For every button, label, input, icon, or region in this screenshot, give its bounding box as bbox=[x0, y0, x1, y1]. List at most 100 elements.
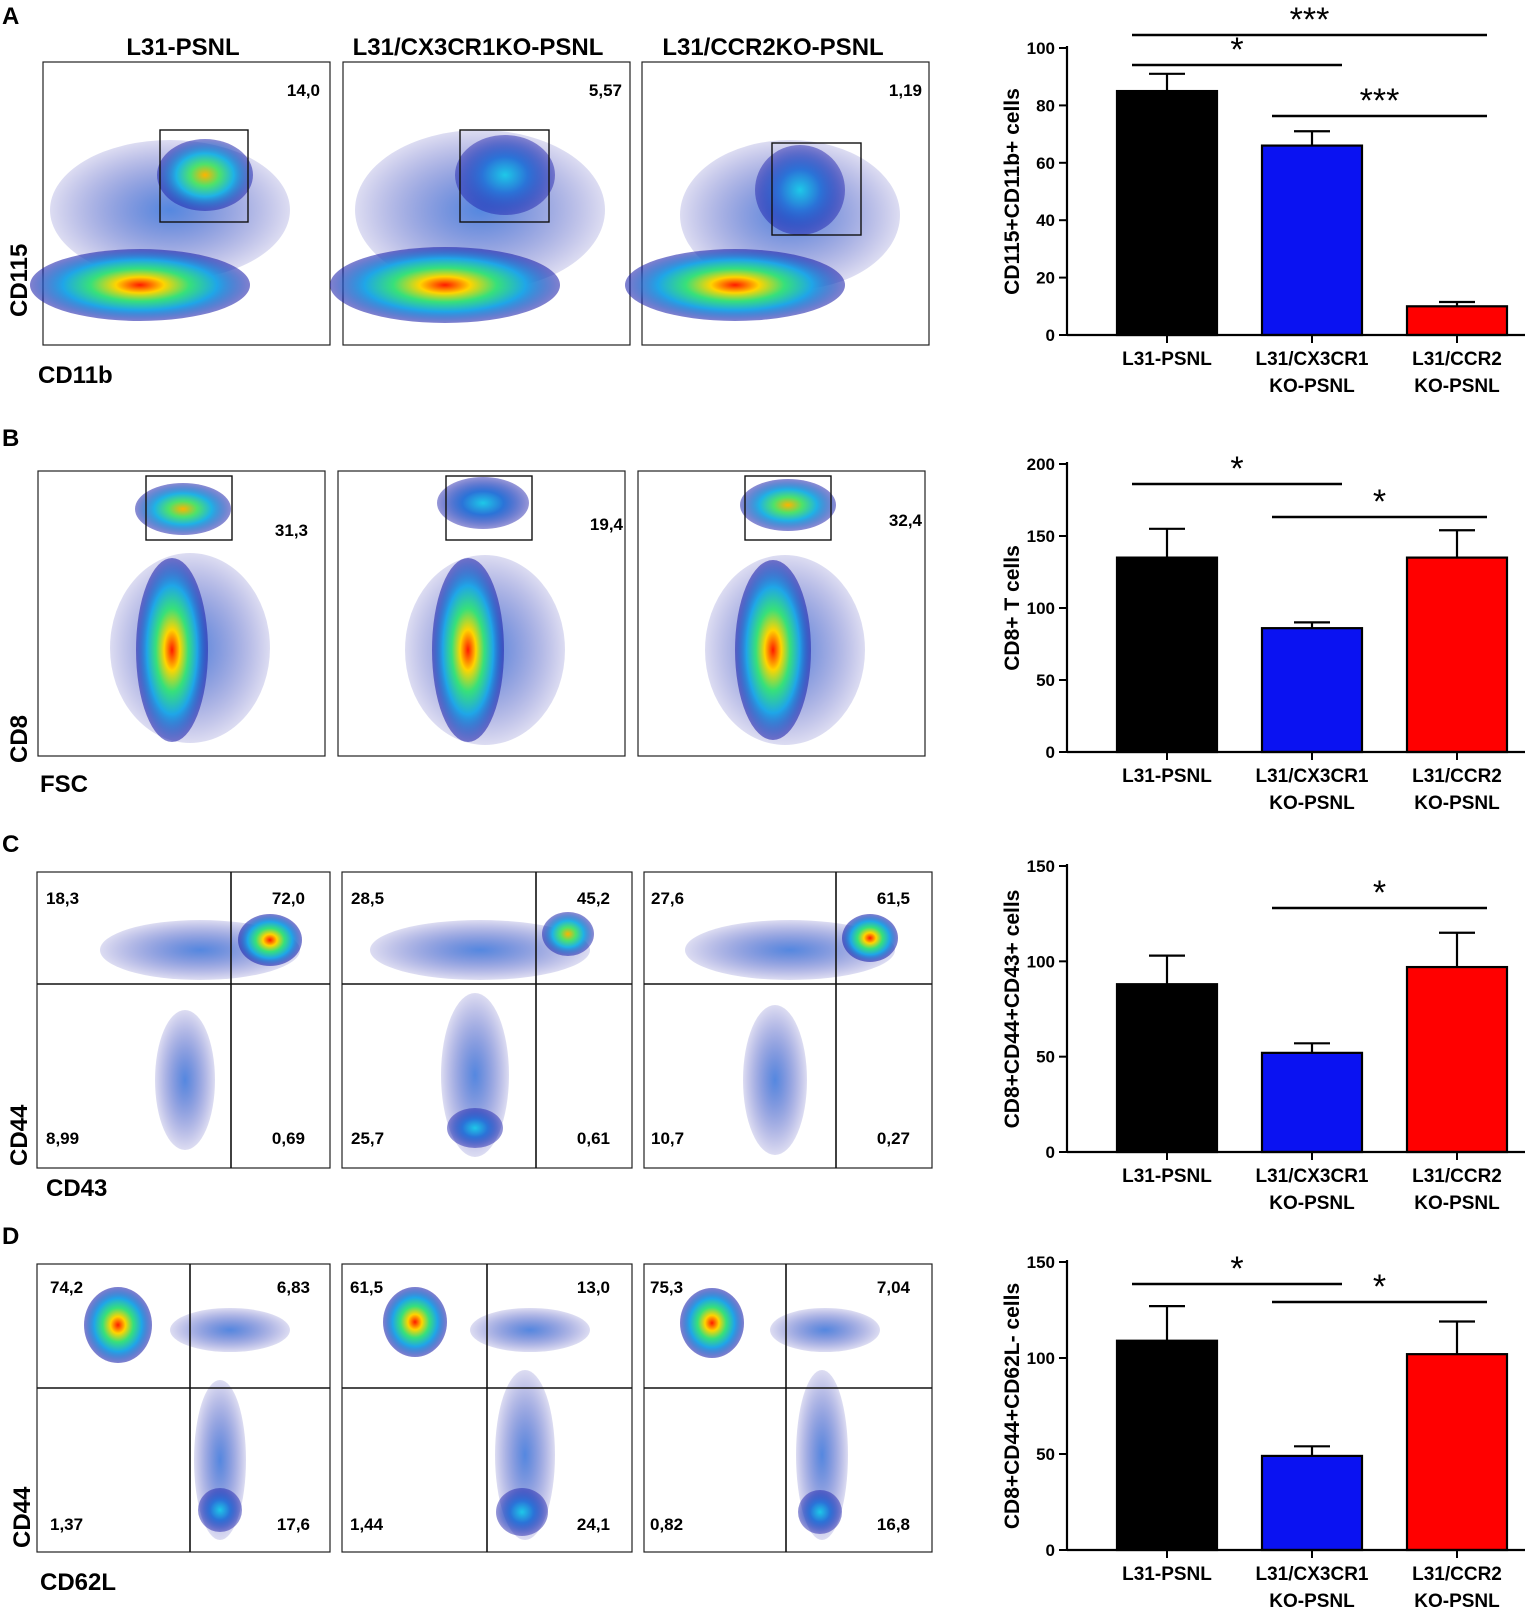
y-tick-label: 0 bbox=[1046, 1541, 1055, 1560]
quadrant-ll: 25,7 bbox=[351, 1129, 384, 1148]
quadrant-ll: 1,44 bbox=[350, 1515, 384, 1534]
significance-stars: * bbox=[1230, 1250, 1243, 1288]
gate-value: 14,0 bbox=[287, 81, 320, 100]
category-label: L31-PSNL bbox=[1122, 349, 1212, 370]
y-tick-label: 150 bbox=[1027, 1253, 1055, 1272]
y-tick-label: 0 bbox=[1046, 743, 1055, 762]
bar bbox=[1260, 144, 1364, 337]
y-axis-label: CD8+CD44+CD62L- cells bbox=[1001, 1283, 1024, 1529]
flow-plot-d3: 75,3 7,04 0,82 16,8 bbox=[643, 1263, 933, 1553]
flow-plot-d1: 74,2 6,83 1,37 17,6 bbox=[36, 1263, 331, 1553]
x-marker-a: CD11b bbox=[38, 362, 113, 389]
category-label: L31-PSNL bbox=[1122, 766, 1212, 787]
bar-chart-a: 0 20 40 60 80 100 L31-PSNL L31/CX3CR1 KO-PSNL L31… bbox=[1001, 1, 1525, 397]
category-label: L31-PSNL bbox=[1122, 1166, 1212, 1187]
x-marker-d: CD62L bbox=[40, 1569, 116, 1596]
y-tick-label: 50 bbox=[1036, 1445, 1055, 1464]
flow-plot-c3: 27,6 61,5 10,7 0,27 bbox=[643, 871, 933, 1169]
flow-plot-c2: 28,5 45,2 25,7 0,61 bbox=[341, 871, 633, 1169]
bar bbox=[1260, 1051, 1364, 1154]
y-tick-label: 200 bbox=[1027, 455, 1055, 474]
flow-plot-c1: 18,3 72,0 8,99 0,69 bbox=[36, 871, 331, 1169]
y-tick-label: 100 bbox=[1027, 599, 1055, 618]
quadrant-ll: 1,37 bbox=[50, 1515, 83, 1534]
y-tick-label: 150 bbox=[1027, 527, 1055, 546]
bar-chart-d: 0 50 100 150 L31-PSNL L31/CX3CR1 KO-PSNL L31/CC… bbox=[1001, 1250, 1525, 1612]
y-tick-label: 50 bbox=[1036, 671, 1055, 690]
y-axis-label: CD8+CD44+CD43+ cells bbox=[1001, 890, 1024, 1129]
y-tick-label: 50 bbox=[1036, 1048, 1055, 1067]
column-title-2: L31/CX3CR1KO-PSNL bbox=[353, 34, 604, 61]
quadrant-ur: 6,83 bbox=[277, 1278, 310, 1297]
column-title-3: L31/CCR2KO-PSNL bbox=[662, 34, 883, 61]
bar bbox=[1405, 965, 1509, 1154]
y-marker-a: CD115 bbox=[6, 244, 33, 317]
flow-plot-a1: 14,0 bbox=[30, 61, 331, 346]
quadrant-ul: 28,5 bbox=[351, 889, 384, 908]
bar bbox=[1115, 1339, 1219, 1552]
y-tick-label: 0 bbox=[1046, 1143, 1055, 1162]
panel-d: D 74,2 6,83 1,37 17,6 61,5 13,0 1,44 24 bbox=[2, 1223, 933, 1596]
flow-plot-b2: 19,4 bbox=[337, 470, 626, 757]
quadrant-ul: 27,6 bbox=[651, 889, 684, 908]
bar bbox=[1405, 556, 1509, 754]
significance-stars: * bbox=[1373, 1268, 1386, 1306]
quadrant-ur: 13,0 bbox=[577, 1278, 610, 1297]
bar bbox=[1115, 89, 1219, 337]
gate-value: 1,19 bbox=[889, 81, 922, 100]
quadrant-lr: 0,61 bbox=[577, 1129, 610, 1148]
panel-a: A L31-PSNL L31/CX3CR1KO-PSNL L31/CCR2KO-… bbox=[2, 3, 930, 389]
quadrant-ul: 18,3 bbox=[46, 889, 79, 908]
quadrant-ur: 7,04 bbox=[877, 1278, 911, 1297]
gate-value: 19,4 bbox=[590, 515, 624, 534]
category-label: L31-PSNL bbox=[1122, 1564, 1212, 1585]
category-label: L31/CX3CR1 KO-PSNL bbox=[1256, 766, 1369, 814]
y-tick-label: 40 bbox=[1036, 211, 1055, 230]
quadrant-ur: 45,2 bbox=[577, 889, 610, 908]
bar bbox=[1115, 556, 1219, 754]
significance-stars: *** bbox=[1290, 1, 1330, 39]
quadrant-ll: 10,7 bbox=[651, 1129, 684, 1148]
panel-c: C 18,3 72,0 8,99 0,69 28,5 45,2 25,7 0,6… bbox=[2, 831, 933, 1202]
flow-plot-d2: 61,5 13,0 1,44 24,1 bbox=[341, 1263, 633, 1553]
y-tick-label: 20 bbox=[1036, 269, 1055, 288]
flow-plot-b1: 31,3 bbox=[37, 470, 326, 757]
category-label: L31/CX3CR1 KO-PSNL bbox=[1256, 349, 1369, 397]
y-tick-label: 150 bbox=[1027, 857, 1055, 876]
bar bbox=[1260, 627, 1364, 754]
y-tick-label: 100 bbox=[1027, 39, 1055, 58]
panel-letter-d: D bbox=[2, 1223, 19, 1250]
panel-b: B 31,3 19,4 32,4 CD8 FSC bbox=[2, 425, 926, 798]
y-tick-label: 100 bbox=[1027, 952, 1055, 971]
gate-value: 32,4 bbox=[889, 511, 923, 530]
significance-stars: * bbox=[1230, 31, 1243, 69]
gate-value: 31,3 bbox=[275, 521, 308, 540]
quadrant-ll: 0,82 bbox=[650, 1515, 683, 1534]
category-label: L31/CCR2 KO-PSNL bbox=[1412, 1166, 1502, 1214]
quadrant-ul: 74,2 bbox=[50, 1278, 83, 1297]
category-label: L31/CX3CR1 KO-PSNL bbox=[1256, 1166, 1369, 1214]
y-tick-label: 60 bbox=[1036, 154, 1055, 173]
quadrant-ur: 72,0 bbox=[272, 889, 305, 908]
panel-letter-b: B bbox=[2, 425, 19, 452]
quadrant-lr: 17,6 bbox=[277, 1515, 310, 1534]
flow-plot-a2: 5,57 bbox=[330, 61, 631, 346]
y-axis-label: CD8+ T cells bbox=[1001, 545, 1024, 670]
quadrant-lr: 24,1 bbox=[577, 1515, 610, 1534]
quadrant-lr: 0,69 bbox=[272, 1129, 305, 1148]
y-axis-label: CD115+CD11b+ cells bbox=[1001, 88, 1024, 295]
quadrant-lr: 16,8 bbox=[877, 1515, 910, 1534]
y-tick-label: 100 bbox=[1027, 1349, 1055, 1368]
category-label: L31/CX3CR1 KO-PSNL bbox=[1256, 1564, 1369, 1612]
quadrant-ur: 61,5 bbox=[877, 889, 910, 908]
quadrant-ll: 8,99 bbox=[46, 1129, 79, 1148]
gate-value: 5,57 bbox=[589, 81, 622, 100]
bar bbox=[1405, 1353, 1509, 1552]
flow-plot-b3: 32,4 bbox=[637, 470, 926, 757]
y-tick-label: 80 bbox=[1036, 96, 1055, 115]
x-marker-b: FSC bbox=[40, 771, 88, 798]
panel-letter-a: A bbox=[2, 3, 19, 30]
category-label: L31/CCR2 KO-PSNL bbox=[1412, 349, 1502, 397]
quadrant-lr: 0,27 bbox=[877, 1129, 910, 1148]
